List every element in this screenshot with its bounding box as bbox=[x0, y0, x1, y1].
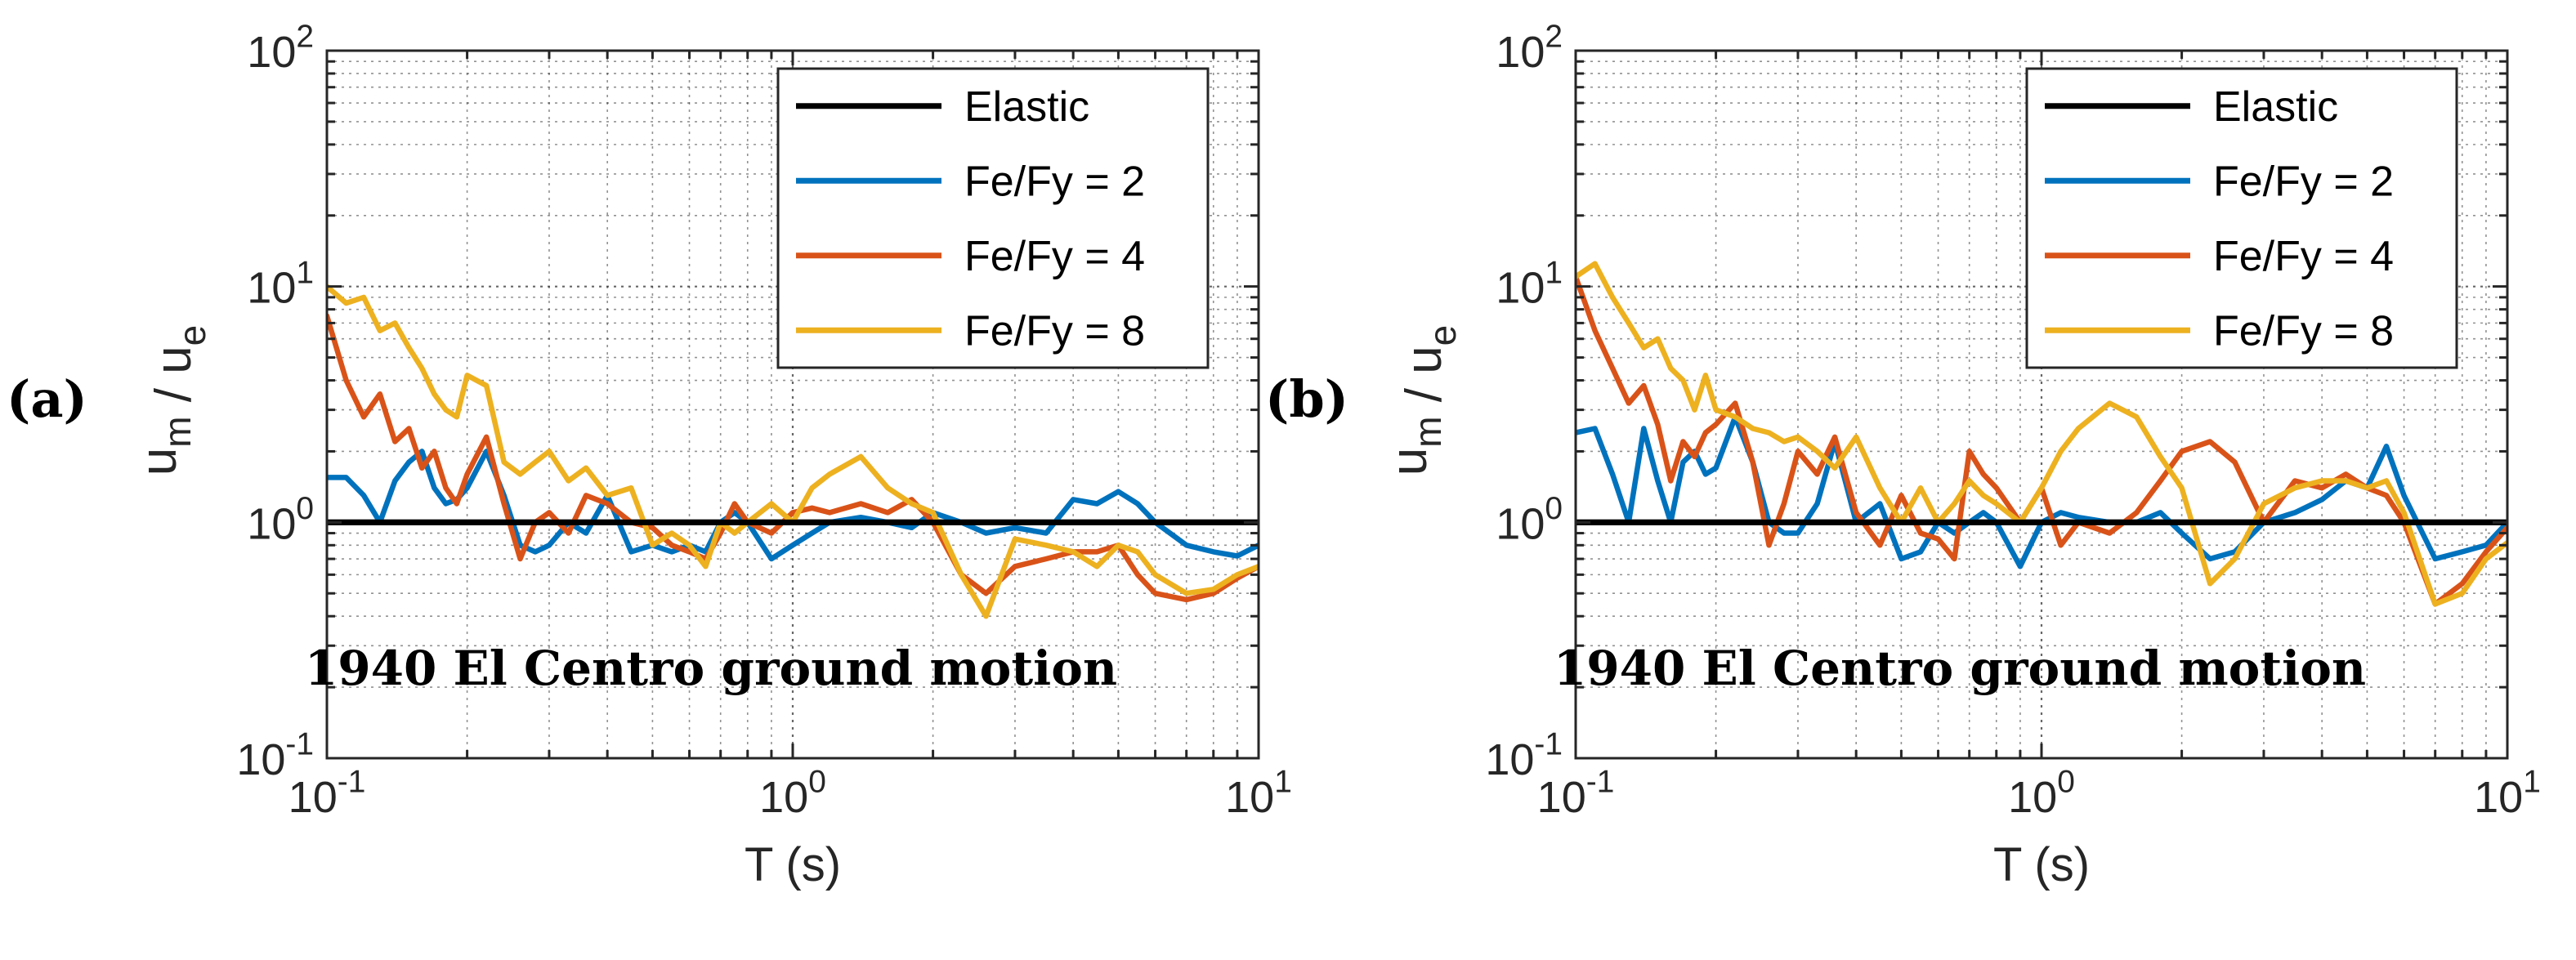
panel-label: (a) bbox=[7, 369, 87, 429]
y-tick-label: 100 bbox=[1496, 491, 1563, 548]
legend-entry-label: Fe/Fy = 2 bbox=[2213, 158, 2394, 205]
series-line-fe-fy-8 bbox=[327, 284, 1259, 619]
series-group bbox=[327, 284, 1259, 619]
x-tick-label: 100 bbox=[2008, 765, 2075, 822]
y-axis-label: um / ue bbox=[1381, 325, 1464, 476]
series-line-fe-fy-8 bbox=[1576, 261, 2507, 607]
legend-entry-label: Fe/Fy = 4 bbox=[964, 233, 1145, 280]
y-tick-label: 102 bbox=[247, 20, 314, 77]
panel-label: (b) bbox=[1265, 369, 1348, 429]
legend-box bbox=[2025, 67, 2458, 369]
annotation-text: 1940 El Centro ground motion bbox=[1554, 641, 2366, 696]
legend-entry-label: Fe/Fy = 4 bbox=[2213, 233, 2394, 280]
x-tick-label: 10-1 bbox=[288, 765, 366, 822]
legend: Elastic Fe/Fy = 2 Fe/Fy = 4 Fe/Fy = 8 bbox=[776, 67, 1210, 369]
y-axis-label: um / ue bbox=[131, 325, 213, 476]
x-tick-label: 10-1 bbox=[1537, 765, 1615, 822]
x-tick-label: 100 bbox=[759, 765, 826, 822]
legend-entry-label: Fe/Fy = 8 bbox=[964, 307, 1145, 355]
y-tick-label: 100 bbox=[247, 491, 314, 548]
x-axis-label: T (s) bbox=[1993, 838, 2090, 891]
legend: Elastic Fe/Fy = 2 Fe/Fy = 4 Fe/Fy = 8 bbox=[2025, 67, 2458, 369]
y-tick-label: 101 bbox=[247, 255, 314, 312]
y-tick-label: 101 bbox=[1496, 255, 1563, 312]
legend-entry-label: Elastic bbox=[964, 83, 1089, 131]
annotation-text: 1940 El Centro ground motion bbox=[305, 641, 1117, 696]
ticks bbox=[327, 51, 1259, 758]
y-tick-label: 10-1 bbox=[236, 727, 314, 784]
y-tick-label: 102 bbox=[1496, 20, 1563, 77]
legend-entry-label: Fe/Fy = 8 bbox=[2213, 307, 2394, 355]
legend-entry-label: Elastic bbox=[2213, 83, 2338, 131]
x-tick-label: 101 bbox=[1225, 765, 1292, 822]
series-line-fe-fy-4 bbox=[1576, 274, 2507, 607]
panel-b: 10-1 100 101 10-1 100 101 102 T (s) um / ue (b) 19… bbox=[1265, 20, 2541, 891]
x-tick-label: 101 bbox=[2474, 765, 2541, 822]
panel-a: 10-1 100 101 10-1 100 101 102 T (s) um / ue (a) 19… bbox=[7, 20, 1292, 891]
ticks bbox=[1576, 51, 2507, 758]
x-axis-label: T (s) bbox=[745, 838, 841, 891]
legend-box bbox=[776, 67, 1210, 369]
series-group bbox=[1576, 261, 2507, 607]
legend-entry-label: Fe/Fy = 2 bbox=[964, 158, 1145, 205]
y-tick-label: 10-1 bbox=[1485, 727, 1563, 784]
